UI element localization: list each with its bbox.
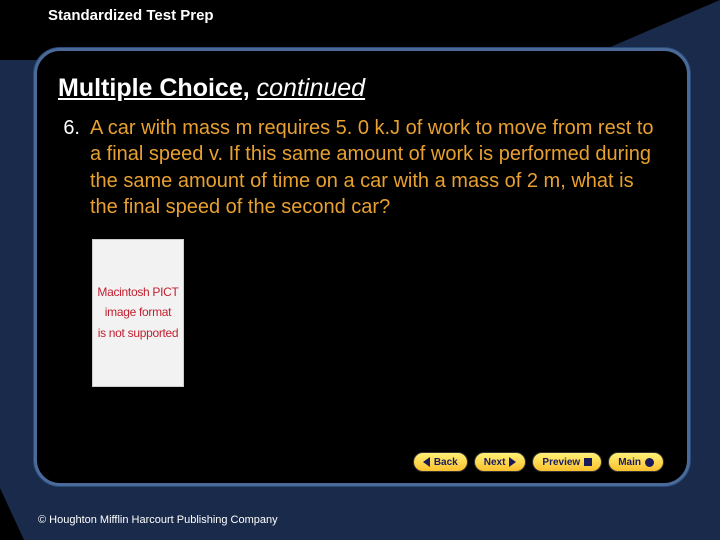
nav-label: Preview [542, 457, 580, 468]
square-icon [584, 458, 592, 466]
copyright-text: © Houghton Mifflin Harcourt Publishing C… [38, 514, 278, 526]
nav-label: Back [434, 457, 458, 468]
placeholder-line: Macintosh PICT [97, 282, 178, 302]
chevron-right-icon [509, 457, 516, 467]
main-button[interactable]: Main [608, 452, 664, 472]
nav-bar: Back Next Preview Main [413, 452, 664, 472]
content-card: Multiple Choice, continued 6. A car with… [34, 48, 690, 486]
question-row: 6. A car with mass m requires 5. 0 k.J o… [58, 115, 666, 221]
question-text: A car with mass m requires 5. 0 k.J of w… [90, 115, 660, 221]
placeholder-line: is not supported [98, 323, 179, 343]
preview-button[interactable]: Preview [532, 452, 602, 472]
chapter-label: Standardized Test Prep [48, 7, 214, 24]
chevron-left-icon [423, 457, 430, 467]
next-button[interactable]: Next [474, 452, 527, 472]
question-number: 6. [58, 115, 80, 221]
slide-title: Multiple Choice, continued [58, 74, 666, 103]
title-main: Multiple Choice, [58, 74, 250, 102]
nav-label: Next [484, 457, 506, 468]
back-button[interactable]: Back [413, 452, 468, 472]
corner-accent [0, 488, 24, 540]
circle-icon [645, 458, 654, 467]
nav-label: Main [618, 457, 641, 468]
placeholder-line: image format [105, 302, 171, 322]
title-suffix: continued [257, 74, 365, 102]
image-placeholder: Macintosh PICT image format is not suppo… [92, 239, 184, 387]
